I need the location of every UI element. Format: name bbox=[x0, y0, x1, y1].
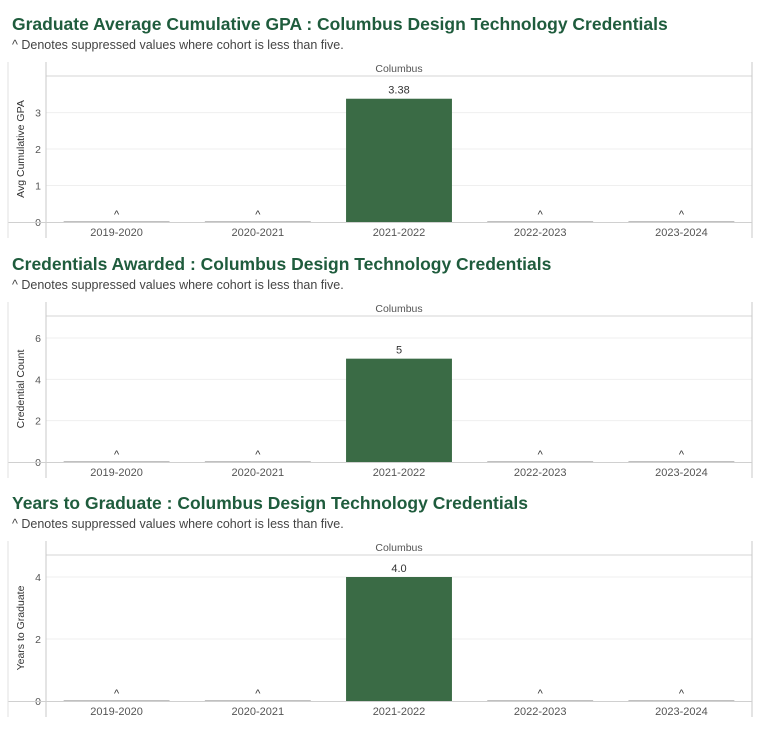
bar bbox=[346, 577, 452, 701]
data-label: 5 bbox=[396, 345, 402, 357]
x-tick-label: 2020-2021 bbox=[231, 227, 284, 239]
data-label: ^ bbox=[255, 209, 261, 221]
x-tick-label: 2021-2022 bbox=[373, 706, 426, 718]
y-axis-title: Credential Count bbox=[15, 350, 27, 429]
x-tick-label: 2022-2023 bbox=[514, 227, 567, 239]
data-label: ^ bbox=[679, 449, 685, 461]
x-tick-label: 2021-2022 bbox=[373, 467, 426, 479]
data-label: ^ bbox=[679, 209, 685, 221]
data-label: ^ bbox=[538, 209, 544, 221]
x-tick-label: 2019-2020 bbox=[90, 227, 143, 239]
bar bbox=[346, 358, 452, 462]
x-tick-label: 2023-2024 bbox=[655, 467, 708, 479]
chart-title: Graduate Average Cumulative GPA : Columb… bbox=[12, 14, 668, 34]
data-label: ^ bbox=[114, 688, 120, 700]
data-label: ^ bbox=[538, 449, 544, 461]
x-tick-label: 2023-2024 bbox=[655, 227, 708, 239]
gpa-chart-panel: Graduate Average Cumulative GPA : Columb… bbox=[0, 14, 757, 240]
facet-header-label: Columbus bbox=[375, 303, 422, 315]
y-tick-label: 4 bbox=[35, 374, 41, 386]
credentials-chart-panel: Credentials Awarded : Columbus Design Te… bbox=[0, 254, 757, 480]
data-label: ^ bbox=[538, 688, 544, 700]
chart-subtitle: ^ Denotes suppressed values where cohort… bbox=[12, 278, 344, 292]
x-tick-label: 2019-2020 bbox=[90, 467, 143, 479]
chart-title: Years to Graduate : Columbus Design Tech… bbox=[12, 493, 529, 513]
x-tick-label: 2022-2023 bbox=[514, 706, 567, 718]
facet-header-label: Columbus bbox=[375, 63, 422, 75]
x-tick-label: 2022-2023 bbox=[514, 467, 567, 479]
y-tick-label: 1 bbox=[35, 181, 41, 193]
data-label: 3.38 bbox=[388, 85, 409, 97]
x-tick-label: 2023-2024 bbox=[655, 706, 708, 718]
data-label: ^ bbox=[114, 449, 120, 461]
y-tick-label: 2 bbox=[35, 144, 41, 156]
data-label: ^ bbox=[255, 449, 261, 461]
gpa-bar-chart: Columbus0123Avg Cumulative GPA^2019-2020… bbox=[7, 62, 753, 239]
chart-subtitle: ^ Denotes suppressed values where cohort… bbox=[12, 517, 344, 531]
x-tick-label: 2019-2020 bbox=[90, 706, 143, 718]
y-axis-title: Years to Graduate bbox=[15, 585, 27, 670]
y-tick-label: 3 bbox=[35, 108, 41, 120]
y-tick-label: 2 bbox=[35, 634, 41, 646]
y-axis-title: Avg Cumulative GPA bbox=[15, 100, 27, 198]
x-tick-label: 2020-2021 bbox=[231, 706, 284, 718]
chart-title: Credentials Awarded : Columbus Design Te… bbox=[12, 254, 552, 274]
bar bbox=[346, 98, 452, 222]
credentials-bar-chart: Columbus0246Credential Count^2019-2020^2… bbox=[7, 302, 753, 479]
facet-header-label: Columbus bbox=[375, 542, 422, 554]
years-bar-chart: Columbus024Years to Graduate^2019-2020^2… bbox=[7, 541, 753, 718]
chart-subtitle: ^ Denotes suppressed values where cohort… bbox=[12, 38, 344, 52]
data-label: ^ bbox=[679, 688, 685, 700]
y-tick-label: 4 bbox=[35, 572, 41, 584]
data-label: ^ bbox=[255, 688, 261, 700]
y-tick-label: 6 bbox=[35, 333, 41, 345]
x-tick-label: 2021-2022 bbox=[373, 227, 426, 239]
data-label: ^ bbox=[114, 209, 120, 221]
years-chart-panel: Years to Graduate : Columbus Design Tech… bbox=[0, 493, 757, 719]
x-tick-label: 2020-2021 bbox=[231, 467, 284, 479]
y-tick-label: 2 bbox=[35, 416, 41, 428]
data-label: 4.0 bbox=[391, 563, 406, 575]
